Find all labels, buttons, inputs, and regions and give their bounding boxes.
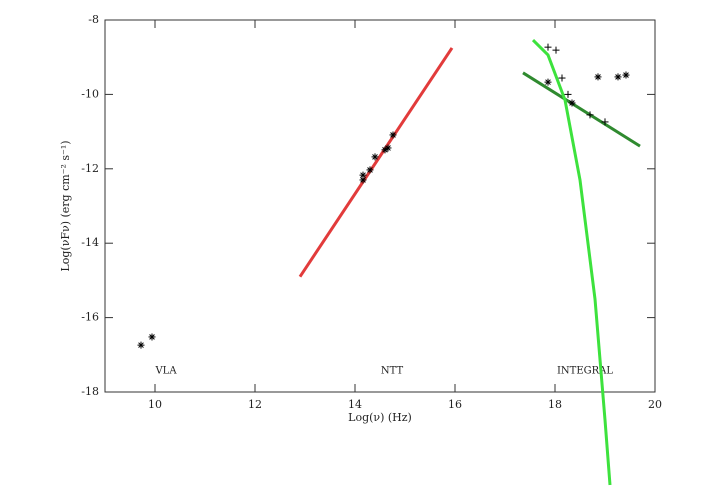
- data-point: [614, 73, 622, 81]
- x-tick-label: 18: [548, 398, 562, 411]
- data-point: [384, 144, 392, 152]
- marker-stroke: [360, 177, 366, 183]
- data-point: [622, 71, 630, 79]
- annotation: VLA: [154, 365, 177, 376]
- curve: [298, 47, 454, 278]
- marker-stroke: [569, 100, 575, 106]
- marker-stroke: [138, 342, 144, 348]
- y-axis-label: Log(νFν) (erg cm⁻² s⁻¹): [59, 140, 72, 271]
- data-point: [552, 46, 560, 54]
- annotation: NTT: [381, 365, 404, 376]
- y-tick-label: -18: [81, 385, 99, 398]
- x-tick-label: 16: [448, 398, 462, 411]
- y-tick-label: -16: [81, 311, 99, 324]
- marker-stroke: [385, 145, 391, 151]
- marker-stroke: [615, 74, 621, 80]
- x-axis-label: Log(ν) (Hz): [348, 411, 412, 424]
- data-point: [586, 111, 594, 119]
- curve: [522, 71, 641, 148]
- marker-stroke: [545, 79, 551, 85]
- data-point: [371, 153, 379, 161]
- marker-stroke: [595, 74, 601, 80]
- marker-stroke: [390, 132, 396, 138]
- y-tick-label: -14: [81, 236, 99, 249]
- data-point: [544, 78, 552, 86]
- data-point: [389, 131, 397, 139]
- annotation: INTEGRAL: [557, 365, 613, 376]
- y-tick-label: -10: [81, 87, 99, 100]
- data-point: [137, 341, 145, 349]
- marker-stroke: [360, 172, 366, 178]
- marker-stroke: [149, 334, 155, 340]
- data-point: [544, 43, 552, 51]
- x-tick-label: 14: [348, 398, 362, 411]
- data-point: [366, 166, 374, 174]
- marker-stroke: [623, 72, 629, 78]
- x-tick-label: 12: [248, 398, 262, 411]
- data-point: [568, 99, 576, 107]
- marker-stroke: [367, 167, 373, 173]
- x-tick-label: 20: [648, 398, 662, 411]
- data-point: [594, 73, 602, 81]
- data-point: [564, 90, 572, 98]
- data-point: [359, 176, 367, 184]
- curve: [531, 39, 612, 486]
- plot-frame: [104, 19, 656, 393]
- data-point: [601, 118, 609, 126]
- data-point: [359, 171, 367, 179]
- y-tick-label: -12: [81, 162, 99, 175]
- y-tick-label: -8: [88, 13, 99, 26]
- x-tick-label: 10: [148, 398, 162, 411]
- marker-stroke: [372, 154, 378, 160]
- data-point: [148, 333, 156, 341]
- data-point: [558, 74, 566, 82]
